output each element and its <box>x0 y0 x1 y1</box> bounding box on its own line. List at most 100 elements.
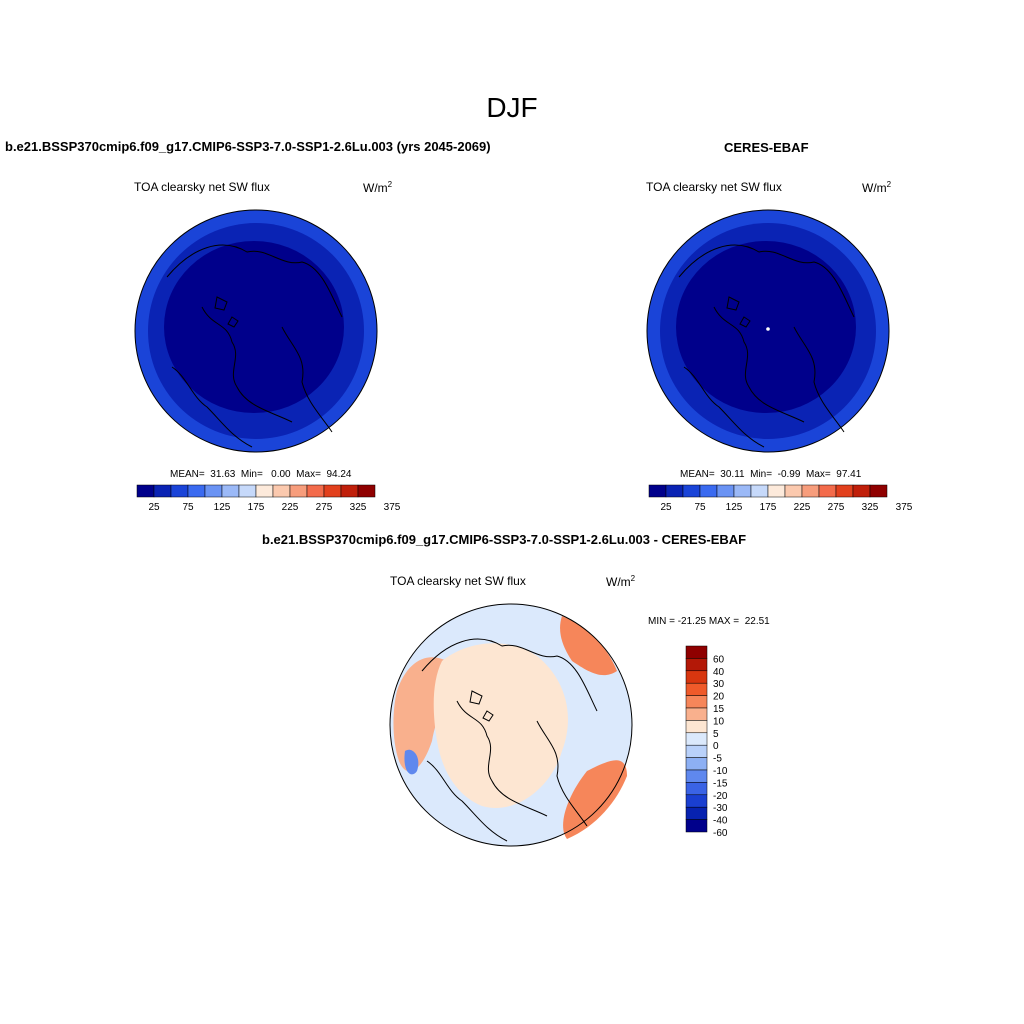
obs-colorbar-swatch <box>682 484 701 498</box>
diff-colorbar-swatch <box>685 744 708 758</box>
model-colorbar-tick-label: 125 <box>214 502 231 513</box>
obs-colorbar-swatch <box>750 484 769 498</box>
model-colorbar-swatch <box>272 484 291 498</box>
model-colorbar-swatch <box>340 484 359 498</box>
model-colorbar-swatch <box>187 484 206 498</box>
diff-colorbar-swatch <box>685 670 708 684</box>
model-colorbar-swatch <box>221 484 240 498</box>
diff-polar-map <box>389 603 633 847</box>
diff-colorbar-tick-label: -15 <box>713 778 728 789</box>
obs-colorbar-swatch <box>835 484 854 498</box>
diff-colorbar-tick-label: -10 <box>713 766 728 777</box>
diff-colorbar-swatch <box>685 819 708 833</box>
model-colorbar-swatch <box>306 484 325 498</box>
model-colorbar-tick-label: 375 <box>384 502 401 513</box>
diff-colorbar-swatch <box>685 806 708 820</box>
obs-colorbar-swatch <box>869 484 888 498</box>
diff-map-cool-spot <box>404 749 419 775</box>
diff-colorbar-swatch <box>685 720 708 734</box>
diff-colorbar-tick-label: -5 <box>713 754 722 765</box>
obs-pole-marker <box>766 327 770 331</box>
model-colorbar-swatch <box>170 484 189 498</box>
diff-colorbar-tick-label: 30 <box>713 679 725 690</box>
diff-colorbar-tick-label: 5 <box>713 729 719 740</box>
diff-colorbar-tick-label: 60 <box>713 654 725 665</box>
diff-units-label: W/m2 <box>606 574 636 589</box>
model-colorbar-swatch <box>204 484 223 498</box>
diff-map-border <box>389 603 633 847</box>
diff-colorbar-swatch <box>685 757 708 771</box>
model-colorbar-swatch <box>153 484 172 498</box>
diff-colorbar-swatch <box>685 695 708 709</box>
obs-colorbar-tick-label: 325 <box>862 502 879 513</box>
obs-colorbar-swatch <box>716 484 735 498</box>
diff-colorbar-swatch <box>685 794 708 808</box>
diff-colorbar-swatch <box>685 769 708 783</box>
obs-colorbar-tick-label: 125 <box>726 502 743 513</box>
diff-colorbar-tick-label: -40 <box>713 816 728 827</box>
diff-map-warm-northeast <box>560 616 617 676</box>
obs-colorbar-tick-label: 225 <box>794 502 811 513</box>
obs-colorbar-tick-label: 25 <box>660 502 672 513</box>
season-title: DJF <box>486 92 538 123</box>
model-colorbar-swatch <box>357 484 376 498</box>
obs-colorbar-tick-label: 75 <box>694 502 706 513</box>
diff-colorbar-swatch <box>685 645 708 659</box>
obs-coastlines <box>678 244 855 448</box>
diff-colorbar-tick-label: 0 <box>713 741 719 752</box>
diff-colorbar-swatch <box>685 707 708 721</box>
model-map-core <box>164 241 344 413</box>
model-map-border <box>134 209 378 453</box>
obs-colorbar-tick-label: 175 <box>760 502 777 513</box>
obs-colorbar-swatch <box>648 484 667 498</box>
obs-colorbar-swatch <box>852 484 871 498</box>
diff-colorbar-swatch <box>685 658 708 672</box>
model-panel-title: b.e21.BSSP370cmip6.f09_g17.CMIP6-SSP3-7.… <box>5 139 491 154</box>
obs-colorbar-tick-label: 375 <box>896 502 913 513</box>
diff-colorbar-tick-label: 15 <box>713 704 725 715</box>
model-polar-map <box>134 209 378 453</box>
obs-colorbar-swatch <box>767 484 786 498</box>
obs-field-label: TOA clearsky net SW flux <box>646 180 782 194</box>
obs-map-core <box>676 241 856 413</box>
model-colorbar-tick-label: 25 <box>148 502 160 513</box>
model-colorbar-swatch <box>323 484 342 498</box>
diff-map-warm-southeast <box>563 760 627 839</box>
diff-panel-title: b.e21.BSSP370cmip6.f09_g17.CMIP6-SSP3-7.… <box>262 532 747 547</box>
diff-stats: MIN = -21.25 MAX = 22.51 <box>648 616 770 627</box>
obs-colorbar-tick-label: 275 <box>828 502 845 513</box>
model-stats: MEAN= 31.63 Min= 0.00 Max= 94.24 <box>170 469 352 480</box>
obs-panel-title: CERES-EBAF <box>724 140 809 155</box>
model-colorbar-tick-label: 225 <box>282 502 299 513</box>
model-colorbar-swatch <box>289 484 308 498</box>
diff-map-central-region <box>433 643 568 808</box>
obs-colorbar: 25 75 125 175 225 275 325 375 <box>648 484 913 513</box>
diff-colorbar-swatch <box>685 732 708 746</box>
diff-colorbar-tick-label: -20 <box>713 791 728 802</box>
diff-field-label: TOA clearsky net SW flux <box>390 574 526 588</box>
model-colorbar-swatch <box>255 484 274 498</box>
model-colorbar-tick-label: 75 <box>182 502 194 513</box>
obs-colorbar-swatch <box>818 484 837 498</box>
obs-colorbar-swatch <box>801 484 820 498</box>
obs-units-label: W/m2 <box>862 180 892 195</box>
obs-colorbar-swatch <box>699 484 718 498</box>
model-colorbar-tick-label: 175 <box>248 502 265 513</box>
model-colorbar-tick-label: 275 <box>316 502 333 513</box>
model-colorbar-swatch <box>238 484 257 498</box>
diff-coastlines <box>421 638 598 842</box>
model-units-label: W/m2 <box>363 180 393 195</box>
diff-colorbar-tick-label: 10 <box>713 716 725 727</box>
diff-colorbar-tick-label: -30 <box>713 803 728 814</box>
model-coastlines <box>166 244 343 448</box>
obs-stats: MEAN= 30.11 Min= -0.99 Max= 97.41 <box>680 469 862 480</box>
obs-colorbar-swatch <box>733 484 752 498</box>
obs-colorbar-swatch <box>665 484 684 498</box>
obs-colorbar-swatch <box>784 484 803 498</box>
diff-colorbar-tick-label: 20 <box>713 692 725 703</box>
model-field-label: TOA clearsky net SW flux <box>134 180 270 194</box>
diff-colorbar-tick-label: -60 <box>713 828 728 839</box>
diff-colorbar-tick-label: 40 <box>713 667 725 678</box>
diff-colorbar-swatch <box>685 682 708 696</box>
